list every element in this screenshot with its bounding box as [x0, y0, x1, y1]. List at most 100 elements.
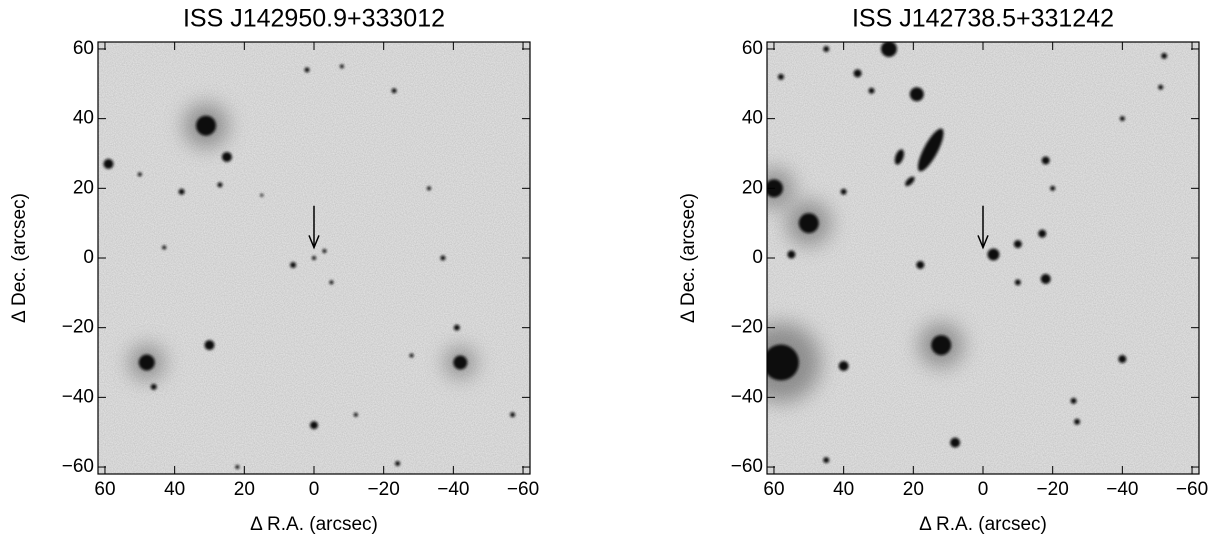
star — [103, 158, 114, 169]
x-axis-label: Δ R.A. (arcsec) — [250, 514, 378, 535]
star — [838, 361, 849, 371]
star — [312, 256, 316, 260]
sky-image — [767, 42, 1199, 474]
chart-title: ISS J142950.9+333012 — [183, 5, 445, 33]
x-tick-label: −40 — [437, 479, 469, 500]
star — [1038, 229, 1047, 238]
star — [510, 412, 516, 418]
star — [310, 421, 318, 430]
star — [322, 249, 327, 254]
star — [1161, 52, 1168, 59]
arrow-head — [308, 235, 320, 250]
y-tick-label: 0 — [83, 247, 94, 268]
y-tick-label: 40 — [742, 108, 763, 129]
star — [1118, 355, 1127, 364]
galaxy — [894, 149, 905, 165]
y-tick-label: −60 — [62, 456, 94, 477]
panel: 60 40 20 0 −20 −40 −60 −60 −40 −20 0 20 40 60 ISS J142… — [678, 5, 1208, 535]
x-tick-label: −20 — [1037, 479, 1069, 500]
y-tick-label: 40 — [73, 108, 94, 129]
star — [221, 151, 232, 162]
star — [353, 412, 358, 417]
star — [823, 45, 830, 52]
y-tick-label: −20 — [62, 317, 94, 338]
y-tick-label: −20 — [731, 317, 763, 338]
star — [868, 87, 875, 94]
x-axis-label: Δ R.A. (arcsec) — [919, 514, 1047, 535]
y-axis-label: Δ Dec. (arcsec) — [9, 193, 30, 323]
star — [777, 73, 784, 80]
chart-title: ISS J142738.5+331242 — [852, 5, 1114, 33]
star — [196, 115, 216, 136]
star — [339, 64, 344, 69]
star — [329, 280, 334, 285]
y-tick-label: −40 — [731, 386, 763, 407]
star — [453, 355, 468, 370]
x-tick-label: 40 — [833, 479, 854, 500]
star — [260, 193, 264, 197]
star — [840, 188, 847, 195]
sky-noise — [767, 42, 1199, 474]
star — [150, 383, 157, 390]
galaxy — [917, 128, 944, 172]
star — [409, 353, 414, 358]
star — [1013, 240, 1022, 249]
star — [440, 255, 446, 261]
y-axis-label: Δ Dec. (arcsec) — [678, 193, 699, 323]
y-tick-label: 20 — [742, 177, 763, 198]
star — [235, 465, 240, 470]
sky-image — [98, 42, 530, 474]
star — [178, 188, 185, 195]
x-tick-label: −20 — [368, 479, 400, 500]
x-tick-label: −60 — [507, 479, 539, 500]
x-tick-label: 0 — [978, 479, 989, 500]
star — [1041, 156, 1050, 165]
star — [426, 186, 431, 191]
y-tick-label: 60 — [73, 38, 94, 59]
y-tick-label: −60 — [731, 456, 763, 477]
y-tick-label: 60 — [742, 38, 763, 59]
star — [304, 67, 310, 73]
star — [138, 354, 155, 371]
star — [217, 182, 223, 188]
star — [1070, 397, 1077, 404]
galaxy — [905, 176, 915, 187]
star — [1119, 116, 1125, 122]
star — [1158, 84, 1164, 90]
y-tick-label: 0 — [752, 247, 763, 268]
star — [1014, 279, 1021, 286]
x-tick-label: 60 — [94, 479, 115, 500]
y-tick-label: 20 — [73, 177, 94, 198]
x-tick-label: 20 — [903, 479, 924, 500]
star — [1074, 418, 1081, 425]
star — [453, 324, 460, 331]
star — [950, 437, 961, 448]
star — [162, 245, 167, 250]
star — [767, 344, 799, 381]
arrow-head — [977, 235, 989, 250]
star — [880, 42, 897, 57]
star — [391, 88, 397, 94]
x-tick-label: 60 — [763, 479, 784, 500]
star — [916, 260, 925, 269]
x-tick-label: 0 — [309, 479, 320, 500]
star — [909, 87, 924, 102]
star — [395, 461, 401, 467]
star — [823, 457, 830, 464]
x-tick-label: 20 — [234, 479, 255, 500]
y-tick-label: −40 — [62, 386, 94, 407]
star — [1050, 185, 1056, 191]
star — [1040, 273, 1051, 284]
star — [798, 213, 819, 234]
x-tick-label: −60 — [1176, 479, 1208, 500]
x-tick-label: −40 — [1106, 479, 1138, 500]
star — [137, 172, 142, 177]
star — [204, 340, 215, 351]
x-tick-label: 40 — [164, 479, 185, 500]
star — [787, 250, 796, 259]
star — [931, 335, 952, 356]
star — [987, 248, 1000, 261]
panel: 60 40 20 0 −20 −40 −60 −60 −40 −20 0 20 40 60 ISS J142… — [9, 5, 539, 535]
star — [290, 261, 297, 268]
